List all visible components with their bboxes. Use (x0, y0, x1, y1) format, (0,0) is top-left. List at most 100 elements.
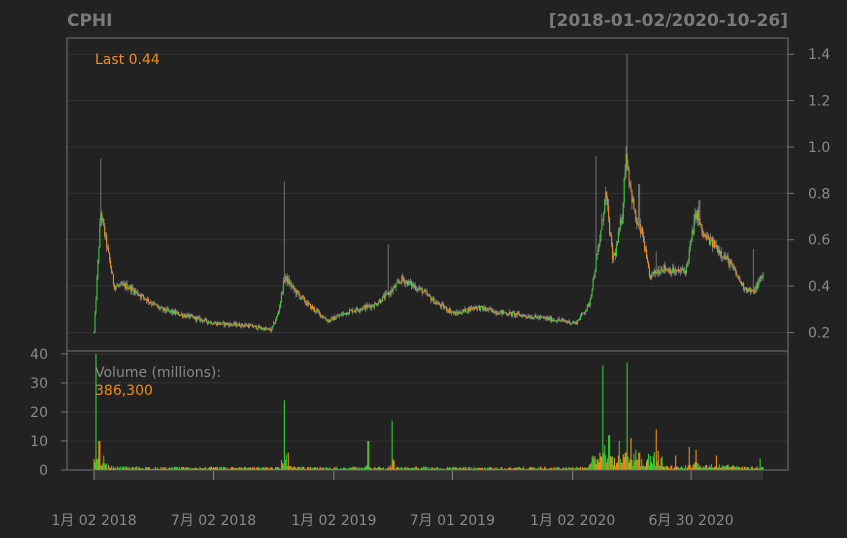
volume-bar (733, 465, 735, 470)
volume-bar (623, 457, 625, 470)
volume-bar (584, 467, 586, 470)
volume-bar (536, 468, 538, 470)
volume-bar (280, 459, 282, 470)
candle-body (263, 328, 265, 331)
volume-bar (129, 468, 131, 470)
volume-bar (249, 467, 251, 470)
candle-body (257, 325, 259, 329)
candle-body (541, 316, 543, 318)
candle-body (380, 301, 383, 303)
volume-bar (266, 466, 268, 470)
candle-body (754, 290, 756, 294)
candle-body (705, 235, 707, 237)
candle-body (113, 284, 115, 290)
candle-body (367, 305, 369, 308)
candle-body (283, 280, 285, 282)
candle-body (289, 283, 291, 285)
volume-bar (528, 467, 530, 470)
volume-bar (358, 467, 360, 470)
candle-body (136, 291, 138, 293)
volume-bar (262, 467, 264, 470)
volume-bar (667, 466, 669, 470)
candle-body (99, 223, 101, 248)
volume-bar (438, 468, 440, 470)
volume-bar (189, 468, 191, 470)
x-axis: 1月 02 2018 7月 02 2018 1月 02 2019 7月 01 2019… (51, 471, 734, 529)
candle-body (338, 315, 340, 317)
candle-body (107, 247, 109, 249)
volume-bar (401, 467, 403, 470)
candle-body (314, 311, 316, 313)
volume-bar (700, 467, 702, 470)
volume-bar (611, 456, 613, 470)
candle-body (234, 322, 236, 325)
x-tick-label: 1月 02 2020 (530, 513, 615, 529)
volume-bar (237, 468, 239, 470)
candle-body (667, 269, 669, 271)
candle-body (112, 273, 115, 285)
volume-bar (760, 467, 762, 470)
candle-body (331, 317, 333, 319)
candle-body (614, 252, 617, 256)
volume-panel-frame (66, 350, 789, 471)
volume-bar (145, 467, 148, 470)
candle-body (682, 269, 684, 271)
volume-bar (165, 467, 167, 470)
candle-body (305, 302, 307, 304)
volume-bar (126, 467, 128, 470)
volume-tick-label: 0 (39, 463, 48, 479)
candle-body (255, 325, 257, 329)
x-tick-label: 7月 02 2018 (171, 513, 256, 529)
candle-body (577, 319, 579, 324)
volume-bar (740, 467, 742, 470)
volume-bar (694, 462, 696, 470)
candle-body (194, 316, 196, 319)
volume-bar (642, 465, 644, 470)
volume-bar (594, 456, 596, 470)
candle-body (317, 310, 319, 312)
candle-body (611, 244, 614, 260)
volume-bar (682, 468, 684, 470)
volume-bar (486, 467, 488, 470)
candle-body (573, 322, 575, 324)
volume-bar (180, 466, 182, 470)
volume-bar (686, 467, 688, 470)
candle-body (183, 315, 185, 318)
candle-body (264, 327, 266, 331)
candle-body (620, 220, 622, 224)
candle-body (137, 291, 139, 295)
volume-bar (271, 467, 273, 470)
volume-bar (704, 467, 706, 470)
candle-body (698, 218, 700, 221)
volume-bar (386, 468, 388, 470)
candle-body (135, 290, 137, 292)
volume-bar (716, 468, 718, 470)
candle-body (596, 254, 598, 260)
volume-bar (441, 468, 443, 470)
volume-bar (264, 468, 266, 470)
candle-body (675, 270, 677, 273)
candle-body (350, 309, 352, 311)
candle-body (235, 323, 237, 325)
candle-body (219, 322, 221, 325)
candle-body (195, 316, 197, 321)
volume-bar (195, 467, 197, 470)
candle-body (511, 312, 514, 316)
candle-body (672, 267, 674, 273)
candle-body (302, 295, 304, 298)
candle-body (525, 316, 527, 318)
volume-bar (294, 467, 296, 470)
volume-bar (434, 467, 436, 470)
volume-bar (739, 467, 741, 470)
candle-body (140, 295, 142, 298)
candle-body (499, 311, 501, 315)
volume-bar (376, 468, 378, 470)
volume-bar (720, 467, 722, 470)
candle-body (550, 317, 552, 322)
candle-body (254, 325, 256, 327)
volume-bar (327, 467, 329, 470)
candle-body (214, 322, 216, 324)
candle-body (717, 249, 719, 253)
candle-body (210, 321, 213, 325)
candle-body (501, 310, 503, 314)
